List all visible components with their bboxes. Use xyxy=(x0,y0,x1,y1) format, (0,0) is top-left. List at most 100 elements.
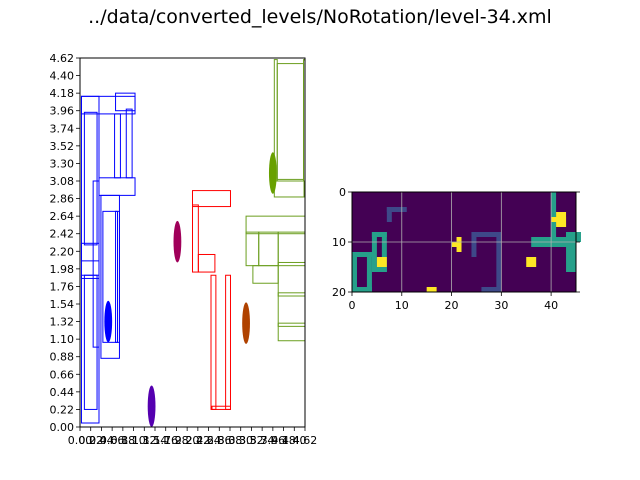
block-blue xyxy=(114,113,121,179)
y-tick-label: 4.62 xyxy=(50,52,75,65)
x-tick-label: 0 xyxy=(349,299,356,312)
block-red xyxy=(192,204,199,273)
block-red xyxy=(197,253,216,273)
heatmap-cell xyxy=(551,217,567,222)
y-tick-label: 2.86 xyxy=(50,193,75,206)
x-tick-label: 3.52 xyxy=(239,434,264,447)
heatmap-cell xyxy=(496,232,502,292)
x-tick-label: 1.10 xyxy=(121,434,146,447)
y-tick-label: 1.98 xyxy=(50,263,75,276)
block-blue xyxy=(125,108,133,179)
block-blue xyxy=(92,180,100,348)
y-tick-label: 0.44 xyxy=(50,386,75,399)
heatmap-cell xyxy=(471,232,502,237)
x-tick-label: 2.64 xyxy=(196,434,221,447)
x-tick-label: 10 xyxy=(395,299,409,312)
block-green xyxy=(245,215,306,235)
figure-title: ../data/converted_levels/NoRotation/leve… xyxy=(88,6,552,28)
x-tick-label: 20 xyxy=(445,299,459,312)
block-red xyxy=(225,274,231,410)
heatmap-cell xyxy=(561,222,567,227)
block-green xyxy=(252,265,279,284)
heatmap-cell xyxy=(426,287,437,292)
heatmap-cell xyxy=(352,287,372,292)
heatmap-cell xyxy=(386,207,392,222)
x-tick-label: 0.66 xyxy=(100,434,125,447)
heatmap-cell xyxy=(352,252,372,257)
y-tick-label: 0.88 xyxy=(50,351,75,364)
heatmap-cell xyxy=(371,232,387,237)
x-tick-label: 1.54 xyxy=(143,434,168,447)
heatmap-cell xyxy=(386,207,407,212)
ellipse-mark xyxy=(173,220,182,263)
heatmap-cell xyxy=(471,232,477,257)
y-tick-label: 3.30 xyxy=(50,157,75,170)
x-tick-label: 1.76 xyxy=(153,434,178,447)
x-tick-label: 4.62 xyxy=(293,434,318,447)
block-red xyxy=(210,274,217,410)
heatmap-cell xyxy=(371,267,387,272)
y-tick-label: 0.00 xyxy=(50,421,75,434)
left-axes: 0.000.220.440.660.881.101.321.541.761.98… xyxy=(50,52,318,447)
block-blue xyxy=(115,92,136,112)
x-tick-label: 0.00 xyxy=(68,434,93,447)
block-blue xyxy=(80,95,136,115)
block-green xyxy=(273,180,305,198)
x-tick-label: 2.20 xyxy=(175,434,200,447)
block-green xyxy=(276,63,305,180)
x-tick-label: 3.74 xyxy=(250,434,275,447)
block-green xyxy=(277,261,306,297)
y-tick-label: 0 xyxy=(339,186,346,199)
y-tick-label: 20 xyxy=(332,286,346,299)
block-green xyxy=(245,231,260,267)
y-tick-label: 4.18 xyxy=(50,87,75,100)
x-tick-label: 3.96 xyxy=(261,434,286,447)
y-tick-label: 3.08 xyxy=(50,175,75,188)
y-tick-label: 2.42 xyxy=(50,228,75,241)
x-tick-label: 30 xyxy=(494,299,508,312)
block-blue xyxy=(80,242,100,262)
x-tick-label: 2.86 xyxy=(207,434,232,447)
x-tick-label: 40 xyxy=(544,299,558,312)
heatmap-cell xyxy=(371,232,377,272)
x-tick-label: 0.88 xyxy=(111,434,136,447)
x-tick-label: 0.22 xyxy=(78,434,103,447)
heatmap-cell xyxy=(376,257,387,267)
y-tick-label: 3.96 xyxy=(50,105,75,118)
ellipse-mark xyxy=(147,385,156,427)
heatmap-cell xyxy=(566,232,576,272)
y-tick-label: 1.76 xyxy=(50,280,75,293)
y-tick-label: 2.64 xyxy=(50,210,75,223)
heatmap-cell xyxy=(366,252,372,292)
x-tick-label: 3.08 xyxy=(218,434,243,447)
ellipse-mark xyxy=(104,300,113,343)
y-tick-label: 1.10 xyxy=(50,333,75,346)
x-tick-label: 4.18 xyxy=(271,434,296,447)
y-tick-label: 3.52 xyxy=(50,140,75,153)
x-tick-label: 2.42 xyxy=(186,434,211,447)
block-green xyxy=(258,231,279,267)
y-tick-label: 2.20 xyxy=(50,245,75,258)
y-tick-label: 0.22 xyxy=(50,403,75,416)
block-red xyxy=(192,190,231,208)
y-tick-label: 4.40 xyxy=(50,70,75,83)
right-axes-heatmap: 0 10 20 30 40 0 10 20 xyxy=(332,186,581,312)
x-tick-label: 0.44 xyxy=(89,434,114,447)
block-green xyxy=(277,231,306,267)
block-blue xyxy=(83,111,98,246)
y-tick-label: 10 xyxy=(332,236,346,249)
heatmap-cell xyxy=(381,232,387,272)
left-axes-frame xyxy=(79,57,306,428)
x-tick-label: 4.40 xyxy=(282,434,307,447)
x-tick-label: 3.30 xyxy=(228,434,253,447)
block-green xyxy=(277,292,306,327)
block-blue xyxy=(83,274,98,410)
heatmap-cell xyxy=(526,257,537,267)
block-blue xyxy=(102,210,118,343)
heatmap-cell xyxy=(352,252,357,292)
heatmap-cell xyxy=(456,237,462,252)
block-blue xyxy=(115,210,120,343)
y-tick-label: 0.66 xyxy=(50,368,75,381)
y-tick-label: 1.54 xyxy=(50,298,75,311)
